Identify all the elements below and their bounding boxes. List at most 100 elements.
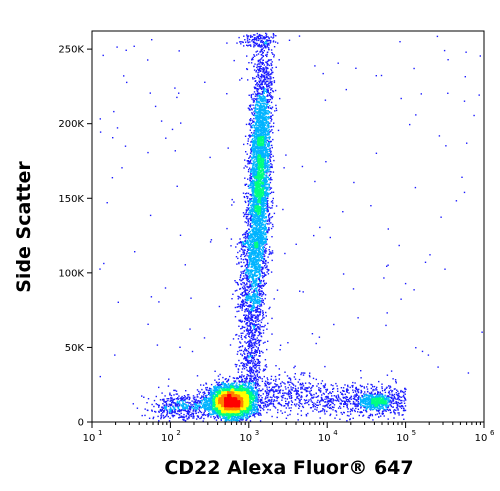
event-point	[260, 40, 262, 42]
event-point	[245, 377, 248, 379]
event-point	[207, 414, 210, 417]
event-point	[174, 87, 176, 89]
event-point	[247, 305, 249, 307]
event-point	[197, 396, 199, 398]
event-point	[184, 400, 186, 402]
event-point	[247, 192, 250, 195]
event-point	[269, 253, 271, 255]
event-point	[268, 133, 270, 136]
event-point	[247, 270, 249, 272]
event-point	[298, 394, 301, 396]
event-point	[445, 145, 447, 147]
event-point	[200, 384, 202, 386]
event-point	[269, 140, 272, 143]
event-point	[394, 379, 397, 381]
event-point	[369, 409, 372, 411]
event-point	[260, 303, 263, 305]
event-point	[308, 382, 310, 384]
event-point	[190, 405, 193, 407]
event-point	[270, 62, 272, 65]
event-point	[281, 399, 283, 401]
event-point	[194, 406, 197, 408]
event-point	[184, 396, 186, 398]
event-point	[191, 407, 193, 409]
event-point	[251, 249, 253, 252]
event-point	[248, 320, 250, 323]
event-point	[266, 66, 268, 69]
event-point	[274, 375, 277, 378]
event-point	[249, 341, 252, 343]
event-point	[251, 343, 253, 346]
event-point	[268, 383, 270, 386]
event-point	[247, 200, 249, 202]
event-point	[246, 239, 248, 242]
event-point	[218, 381, 220, 384]
event-point	[188, 394, 190, 396]
event-point	[246, 55, 248, 57]
event-point	[251, 297, 253, 299]
event-point	[248, 345, 251, 347]
event-point	[249, 253, 251, 256]
event-point	[226, 42, 228, 44]
event-point	[390, 389, 392, 391]
event-point	[253, 223, 255, 226]
event-point	[262, 332, 265, 334]
event-point	[266, 42, 268, 44]
event-point	[158, 301, 160, 303]
event-point	[339, 407, 342, 409]
event-point	[400, 298, 402, 300]
event-point	[244, 39, 246, 41]
event-point	[233, 59, 235, 62]
event-point	[266, 73, 268, 75]
event-point	[251, 126, 254, 129]
event-point	[249, 283, 251, 285]
event-point	[250, 206, 253, 208]
event-point	[195, 398, 197, 401]
event-point	[265, 232, 267, 234]
event-point	[249, 136, 251, 138]
event-point	[246, 373, 248, 376]
event-point	[269, 122, 271, 124]
event-point	[180, 416, 182, 418]
event-point	[267, 35, 269, 38]
event-point	[267, 103, 269, 105]
event-point	[374, 393, 376, 395]
event-point	[260, 48, 263, 51]
event-point	[289, 393, 291, 395]
event-point	[264, 202, 266, 205]
event-point	[267, 393, 270, 395]
event-point	[249, 323, 252, 325]
event-point	[333, 395, 335, 397]
event-point	[394, 413, 396, 415]
event-point	[240, 335, 243, 337]
event-point	[255, 103, 257, 106]
event-point	[384, 409, 387, 411]
event-point	[171, 401, 173, 403]
event-point	[262, 74, 264, 77]
event-point	[246, 293, 248, 295]
event-point	[268, 186, 270, 188]
event-point	[280, 410, 282, 412]
event-point	[279, 97, 281, 100]
event-point	[266, 400, 268, 403]
event-point	[263, 106, 266, 108]
event-point	[349, 396, 352, 399]
event-point	[247, 318, 249, 320]
event-point	[259, 259, 262, 261]
event-point	[192, 395, 195, 397]
event-point	[247, 255, 249, 257]
event-point	[298, 404, 300, 406]
event-point	[262, 407, 264, 410]
event-point	[262, 262, 264, 264]
event-point	[361, 399, 363, 401]
event-point	[267, 168, 269, 171]
event-point	[267, 187, 269, 189]
event-point	[268, 137, 271, 140]
event-point	[267, 156, 269, 158]
event-point	[257, 310, 259, 313]
event-point	[264, 398, 266, 400]
event-point	[386, 312, 388, 314]
event-point	[241, 417, 243, 419]
event-point	[267, 137, 269, 139]
event-point	[258, 264, 260, 266]
